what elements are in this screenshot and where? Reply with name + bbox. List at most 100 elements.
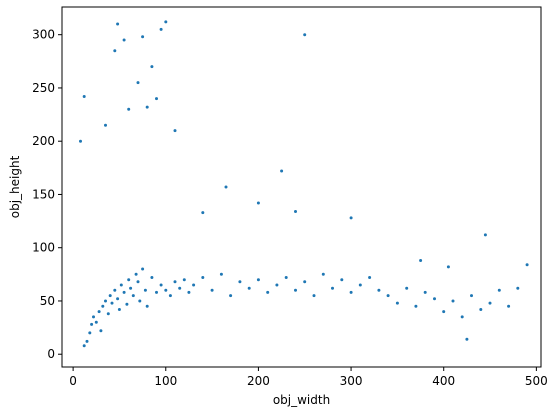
data-point (136, 81, 140, 85)
data-point (349, 290, 353, 294)
data-point (113, 49, 117, 53)
data-point (127, 278, 131, 282)
data-point (446, 265, 450, 269)
x-tick-label: 400 (432, 374, 455, 388)
data-point (483, 233, 487, 237)
data-point (516, 286, 520, 290)
data-point (229, 294, 233, 298)
y-tick-label: 250 (32, 81, 55, 95)
data-point (187, 290, 191, 294)
data-point (104, 123, 107, 127)
data-point (201, 276, 205, 279)
y-tick-label: 100 (32, 241, 55, 255)
data-point (247, 286, 251, 290)
data-point (145, 105, 149, 109)
data-point (460, 315, 464, 319)
data-point (108, 294, 112, 298)
y-tick-label: 200 (32, 134, 55, 148)
points-layer (79, 20, 529, 348)
data-point (90, 322, 94, 326)
y-tick-label: 50 (40, 294, 55, 308)
data-point (303, 33, 307, 37)
data-point (312, 294, 316, 298)
data-point (79, 139, 82, 143)
data-point (210, 288, 214, 292)
data-point (101, 304, 105, 308)
data-point (368, 276, 372, 279)
data-point (150, 276, 154, 279)
data-point (92, 315, 95, 319)
data-point (141, 35, 145, 39)
data-point (143, 288, 147, 292)
data-point (349, 216, 353, 220)
x-tick-label: 300 (340, 374, 363, 388)
y-tick-label: 150 (32, 187, 55, 201)
y-axis-label: obj_height (8, 155, 22, 218)
data-point (284, 276, 288, 279)
data-point (470, 294, 473, 298)
plot-frame (61, 6, 542, 368)
x-axis-ticks: 0 100 200 300 400 500 (69, 367, 548, 388)
data-point (405, 286, 409, 290)
data-point (321, 272, 325, 276)
data-point (442, 310, 446, 314)
data-point (164, 288, 168, 292)
data-point (414, 304, 418, 308)
data-point (134, 272, 138, 276)
data-point (377, 288, 381, 292)
data-point (136, 280, 140, 284)
data-point (164, 20, 168, 24)
data-point (138, 299, 142, 303)
data-point (192, 283, 196, 287)
data-point (238, 280, 242, 284)
data-point (224, 185, 228, 189)
data-point (150, 65, 154, 69)
data-point (141, 267, 145, 271)
data-point (201, 211, 205, 215)
y-tick-label: 0 (47, 347, 55, 361)
y-tick-label: 300 (32, 28, 55, 42)
data-point (256, 201, 260, 205)
data-point (159, 283, 163, 287)
x-tick-label: 100 (154, 374, 177, 388)
data-point (423, 290, 427, 294)
data-point (465, 337, 469, 341)
data-point (82, 344, 86, 348)
data-point (131, 294, 135, 298)
data-point (280, 169, 284, 173)
data-point (159, 27, 163, 31)
data-point (275, 283, 279, 287)
data-point (294, 288, 297, 292)
data-point (94, 320, 98, 324)
y-axis-ticks: 0 50 100 150 200 250 300 (32, 28, 62, 361)
data-point (178, 286, 182, 290)
data-point (266, 290, 270, 294)
data-point (433, 297, 436, 301)
data-point (127, 107, 131, 111)
x-tick-label: 0 (69, 374, 77, 388)
data-point (110, 301, 114, 305)
data-point (155, 290, 158, 294)
data-point (451, 299, 455, 303)
data-point (97, 310, 101, 314)
data-point (173, 129, 177, 133)
data-point (122, 290, 126, 294)
data-point (219, 272, 223, 276)
data-point (525, 263, 529, 267)
data-point (82, 95, 86, 98)
data-point (119, 283, 123, 287)
data-point (497, 288, 501, 292)
data-point (168, 294, 172, 298)
data-point (256, 278, 260, 282)
data-point (294, 210, 297, 213)
data-point (117, 308, 121, 311)
data-point (419, 259, 423, 262)
data-point (129, 286, 133, 290)
data-point (173, 280, 177, 284)
data-point (145, 304, 149, 308)
x-tick-label: 500 (525, 374, 548, 388)
data-point (358, 283, 362, 287)
data-point (303, 280, 307, 284)
data-point (340, 278, 344, 282)
